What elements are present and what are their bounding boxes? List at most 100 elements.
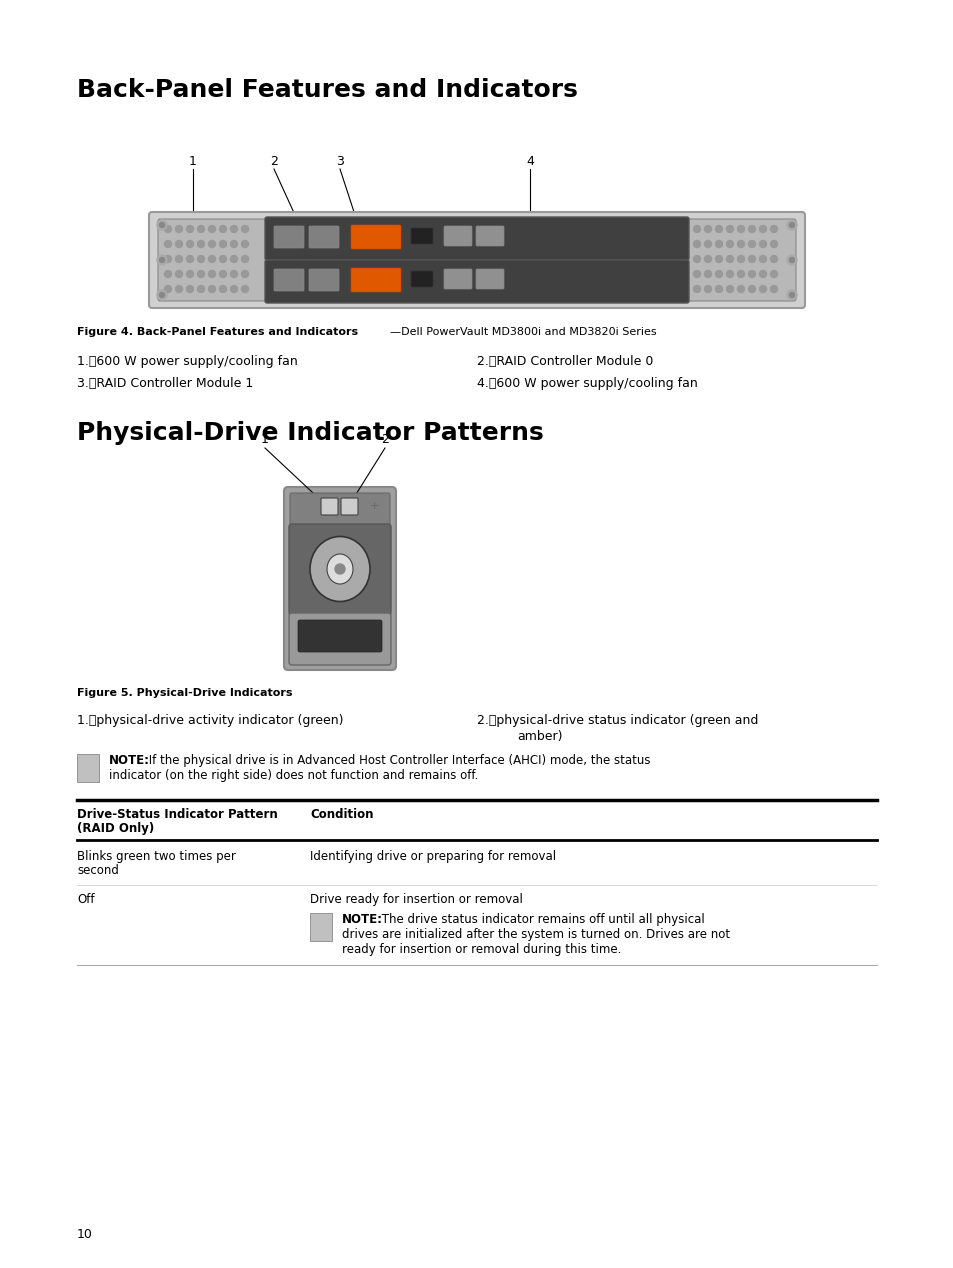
Text: 1.	physical-drive activity indicator (green): 1. physical-drive activity indicator (gr… [77, 714, 343, 727]
Circle shape [219, 255, 226, 262]
Circle shape [175, 270, 182, 278]
Text: +: + [370, 501, 379, 511]
Circle shape [157, 290, 167, 301]
Circle shape [715, 241, 721, 247]
FancyBboxPatch shape [77, 754, 99, 782]
Text: 4.	600 W power supply/cooling fan: 4. 600 W power supply/cooling fan [476, 377, 697, 391]
Circle shape [175, 226, 182, 232]
Text: If the physical drive is in Advanced Host Controller Interface (AHCI) mode, the : If the physical drive is in Advanced Hos… [145, 754, 650, 767]
Text: Blinks green two times per: Blinks green two times per [77, 850, 235, 864]
Circle shape [241, 255, 248, 262]
Text: NOTE:: NOTE: [341, 913, 382, 926]
Text: 2: 2 [270, 155, 277, 167]
Circle shape [164, 255, 172, 262]
FancyBboxPatch shape [443, 226, 472, 246]
Circle shape [737, 255, 743, 262]
Circle shape [231, 241, 237, 247]
Circle shape [219, 270, 226, 278]
Circle shape [241, 226, 248, 232]
Text: The drive status indicator remains off until all physical: The drive status indicator remains off u… [377, 913, 704, 926]
FancyBboxPatch shape [309, 226, 338, 249]
Circle shape [770, 241, 777, 247]
Circle shape [759, 226, 765, 232]
Circle shape [693, 285, 700, 293]
Text: Back-Panel Features and Indicators: Back-Panel Features and Indicators [77, 79, 578, 101]
Circle shape [770, 270, 777, 278]
Circle shape [703, 270, 711, 278]
Text: amber): amber) [517, 730, 562, 743]
Text: Figure 5. Physical-Drive Indicators: Figure 5. Physical-Drive Indicators [77, 689, 293, 697]
FancyBboxPatch shape [411, 271, 433, 287]
Circle shape [693, 270, 700, 278]
FancyBboxPatch shape [284, 487, 395, 670]
Circle shape [759, 270, 765, 278]
Circle shape [726, 285, 733, 293]
Circle shape [759, 241, 765, 247]
Circle shape [219, 285, 226, 293]
Text: NOTE:: NOTE: [109, 754, 150, 767]
Circle shape [209, 226, 215, 232]
Circle shape [703, 226, 711, 232]
FancyBboxPatch shape [290, 493, 390, 525]
Circle shape [703, 255, 711, 262]
Circle shape [737, 226, 743, 232]
Circle shape [175, 285, 182, 293]
Circle shape [789, 293, 794, 298]
Circle shape [159, 293, 164, 298]
Circle shape [219, 241, 226, 247]
Circle shape [197, 226, 204, 232]
Circle shape [159, 257, 164, 262]
FancyBboxPatch shape [310, 913, 332, 941]
Circle shape [789, 257, 794, 262]
Text: ready for insertion or removal during this time.: ready for insertion or removal during th… [341, 943, 620, 956]
Circle shape [175, 241, 182, 247]
Text: (RAID Only): (RAID Only) [77, 822, 154, 836]
Text: Drive-Status Indicator Pattern: Drive-Status Indicator Pattern [77, 808, 277, 820]
Circle shape [737, 285, 743, 293]
Circle shape [335, 564, 345, 574]
Circle shape [209, 255, 215, 262]
Circle shape [209, 270, 215, 278]
Circle shape [186, 226, 193, 232]
FancyBboxPatch shape [274, 226, 304, 249]
FancyBboxPatch shape [149, 212, 804, 308]
Circle shape [197, 270, 204, 278]
Circle shape [241, 285, 248, 293]
Circle shape [164, 226, 172, 232]
Circle shape [693, 241, 700, 247]
Text: 2.	physical-drive status indicator (green and: 2. physical-drive status indicator (gree… [476, 714, 758, 727]
Text: second: second [77, 864, 119, 877]
Circle shape [164, 285, 172, 293]
Circle shape [748, 285, 755, 293]
FancyBboxPatch shape [320, 498, 337, 515]
FancyBboxPatch shape [289, 524, 391, 615]
Circle shape [726, 270, 733, 278]
Circle shape [693, 255, 700, 262]
Circle shape [209, 285, 215, 293]
Circle shape [231, 226, 237, 232]
FancyBboxPatch shape [351, 224, 400, 249]
Circle shape [726, 255, 733, 262]
FancyBboxPatch shape [297, 620, 381, 652]
Text: Physical-Drive Indicator Patterns: Physical-Drive Indicator Patterns [77, 421, 543, 445]
Circle shape [786, 290, 796, 301]
Circle shape [759, 255, 765, 262]
Circle shape [164, 241, 172, 247]
Circle shape [703, 285, 711, 293]
Circle shape [715, 255, 721, 262]
Text: 1.	600 W power supply/cooling fan: 1. 600 W power supply/cooling fan [77, 355, 297, 368]
Circle shape [737, 270, 743, 278]
Text: drives are initialized after the system is turned on. Drives are not: drives are initialized after the system … [341, 928, 729, 941]
Circle shape [703, 241, 711, 247]
Circle shape [164, 270, 172, 278]
Circle shape [748, 270, 755, 278]
Circle shape [231, 285, 237, 293]
Circle shape [186, 241, 193, 247]
Circle shape [770, 226, 777, 232]
FancyBboxPatch shape [476, 269, 503, 289]
Circle shape [786, 255, 796, 265]
FancyBboxPatch shape [265, 217, 688, 260]
Circle shape [197, 255, 204, 262]
Circle shape [737, 241, 743, 247]
FancyBboxPatch shape [158, 219, 267, 301]
